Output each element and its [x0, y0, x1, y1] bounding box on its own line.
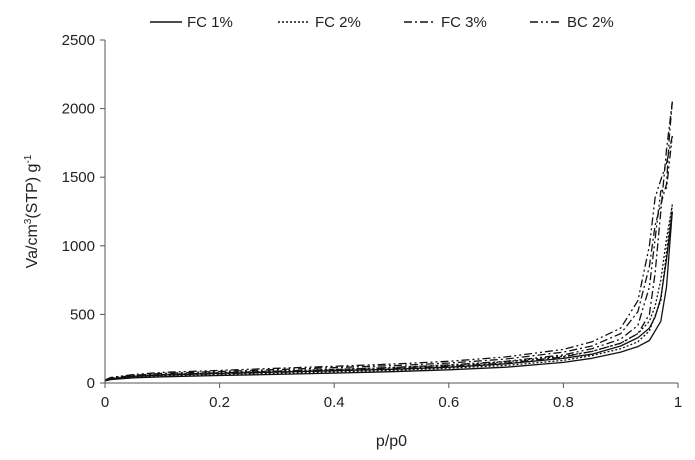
y-axis-title-sup2: -1 [23, 154, 34, 163]
y-tick-label: 2000 [62, 101, 95, 118]
y-axis-title-base: Va/cm [24, 224, 41, 268]
legend-label-fc-3: FC 3% [441, 14, 487, 31]
legend: FC 1% FC 2% FC 3% BC 2% [150, 14, 614, 31]
legend-label-bc-2: BC 2% [567, 14, 614, 31]
y-tick-label: 0 [87, 375, 95, 392]
series-line-bc-2-adsorption [104, 135, 673, 381]
x-tick-label: 0.4 [324, 394, 345, 411]
series-layer [104, 101, 673, 382]
x-tick-label: 1 [674, 394, 682, 411]
series-line-fc-1-desorption [104, 211, 673, 382]
y-tick-label: 1500 [62, 169, 95, 186]
series-line-fc-1-adsorption [104, 211, 673, 382]
x-ticks: 0 0.2 0.4 0.6 0.8 1 [101, 383, 682, 411]
y-axis-title: Va/cm3(STP) g-1 [23, 154, 41, 268]
legend-label-fc-1: FC 1% [187, 14, 233, 31]
y-axis-title-sup1: 3 [23, 218, 34, 224]
x-axis-title: p/p0 [376, 433, 407, 450]
series-line-fc-2-desorption [104, 204, 673, 382]
y-tick-label: 1000 [62, 238, 95, 255]
x-tick-label: 0 [101, 394, 109, 411]
series-line-fc-2-adsorption [104, 204, 673, 382]
y-tick-label: 2500 [62, 32, 95, 49]
series-line-fc-3-desorption [104, 101, 673, 381]
y-axis-title-mid: (STP) g [24, 164, 41, 219]
legend-label-fc-2: FC 2% [315, 14, 361, 31]
x-tick-label: 0.6 [438, 394, 459, 411]
series-line-fc-3-adsorption [104, 101, 673, 381]
y-ticks: 0 500 1000 1500 2000 2500 [62, 32, 105, 392]
y-tick-label: 500 [70, 306, 95, 323]
x-tick-label: 0.2 [209, 394, 230, 411]
series-line-bc-2-desorption [104, 135, 673, 381]
x-tick-label: 0.8 [553, 394, 574, 411]
